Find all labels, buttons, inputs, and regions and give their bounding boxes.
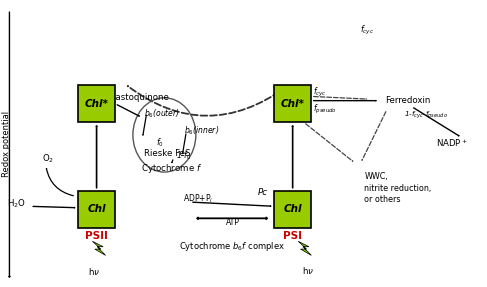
Text: $b_6$(outer): $b_6$(outer) [144, 108, 180, 120]
Text: h$\nu$: h$\nu$ [302, 265, 314, 276]
FancyBboxPatch shape [78, 191, 115, 228]
FancyBboxPatch shape [275, 191, 311, 228]
Text: NADP$^+$: NADP$^+$ [436, 138, 468, 149]
Text: Chl: Chl [87, 204, 106, 214]
Polygon shape [93, 241, 106, 255]
Text: $f_0$: $f_0$ [156, 136, 165, 149]
Polygon shape [298, 241, 311, 255]
Text: ADP+P$_i$: ADP+P$_i$ [183, 192, 213, 205]
Text: WWC,
nitrite reduction,
or others: WWC, nitrite reduction, or others [364, 172, 431, 204]
Text: Chl: Chl [283, 204, 302, 214]
FancyBboxPatch shape [78, 85, 115, 122]
Text: H$_2$O: H$_2$O [7, 198, 26, 210]
Text: 1-$f_0$: 1-$f_0$ [176, 150, 192, 162]
Text: $b_6$(inner): $b_6$(inner) [184, 125, 219, 137]
Text: $f_{pseudo}$: $f_{pseudo}$ [313, 103, 337, 116]
Text: Redox potential: Redox potential [1, 110, 11, 177]
Text: h$\nu$: h$\nu$ [88, 266, 100, 277]
Text: O$_2$: O$_2$ [42, 153, 54, 166]
Text: $f_{cyc}$: $f_{cyc}$ [360, 24, 375, 37]
Text: Rieske FeS: Rieske FeS [144, 149, 190, 158]
Text: Pc: Pc [258, 187, 267, 197]
Text: PSI: PSI [283, 231, 302, 241]
Text: Chl*: Chl* [85, 98, 109, 108]
Text: Plastoquinone: Plastoquinone [108, 93, 169, 102]
Text: Cytochrome $f$: Cytochrome $f$ [141, 162, 202, 175]
Text: 1-$f_{cyc}$-$f_{pseudo}$: 1-$f_{cyc}$-$f_{pseudo}$ [404, 109, 448, 121]
Text: Ferredoxin: Ferredoxin [385, 96, 430, 104]
Text: Chl*: Chl* [281, 98, 304, 108]
Text: PSII: PSII [85, 231, 108, 241]
Text: $f_{cyc}$: $f_{cyc}$ [313, 86, 327, 99]
FancyBboxPatch shape [275, 85, 311, 122]
Text: Cytochrome $b_6f$ complex: Cytochrome $b_6f$ complex [179, 240, 285, 253]
Text: ATP: ATP [225, 218, 240, 227]
